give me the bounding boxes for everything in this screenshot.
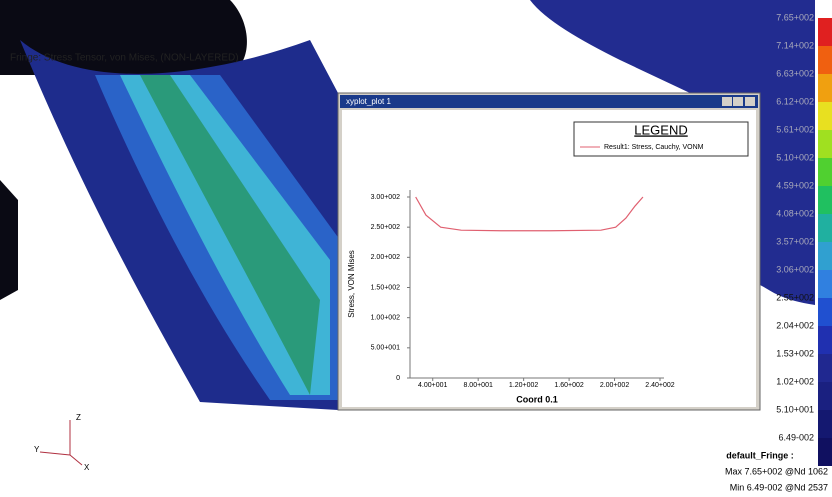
triad-label: X bbox=[84, 463, 90, 472]
fringe-label: 1.53+002 bbox=[776, 348, 814, 358]
fringe-label: 2.04+002 bbox=[776, 320, 814, 330]
screen: Z Y X Fringe: Stress Tensor, von Mises, … bbox=[0, 0, 832, 497]
x-tick-label: 4.00+001 bbox=[418, 382, 447, 389]
fringe-info: Max 7.65+002 @Nd 1062 bbox=[725, 466, 828, 476]
fringe-label: 1.02+002 bbox=[776, 376, 814, 386]
y-tick-label: 0 bbox=[396, 375, 400, 382]
minimize-button[interactable] bbox=[722, 97, 732, 106]
color-swatch bbox=[818, 410, 832, 438]
y-tick-label: 1.50+002 bbox=[371, 284, 400, 291]
title-bar bbox=[340, 95, 758, 108]
color-swatch bbox=[818, 242, 832, 270]
fringe-label: 5.10+002 bbox=[776, 152, 814, 162]
viewport-title: Fringe: Stress Tensor, von Mises, (NON-L… bbox=[10, 53, 239, 64]
color-swatch bbox=[818, 382, 832, 410]
fringe-label: 7.14+002 bbox=[776, 40, 814, 50]
y-axis-label: Stress, VON Mises bbox=[347, 250, 356, 318]
window-title: xyplot_plot 1 bbox=[346, 97, 391, 106]
fringe-label: 5.10+001 bbox=[776, 404, 814, 414]
fringe-label: 7.65+002 bbox=[776, 12, 814, 22]
x-tick-label: 2.00+002 bbox=[600, 382, 629, 389]
color-swatch bbox=[818, 214, 832, 242]
fringe-label: 5.61+002 bbox=[776, 124, 814, 134]
fringe-label: 4.08+002 bbox=[776, 208, 814, 218]
color-swatch bbox=[818, 186, 832, 214]
y-tick-label: 2.00+002 bbox=[371, 254, 400, 261]
color-swatch bbox=[818, 354, 832, 382]
color-swatch bbox=[818, 74, 832, 102]
fringe-label: 6.49-002 bbox=[778, 432, 814, 442]
y-tick-label: 3.00+002 bbox=[371, 194, 400, 201]
fringe-info: Min 6.49-002 @Nd 2537 bbox=[730, 482, 828, 492]
maximize-button[interactable] bbox=[733, 97, 743, 106]
triad-label: Y bbox=[34, 445, 40, 454]
x-tick-label: 2.40+002 bbox=[645, 382, 674, 389]
y-tick-label: 5.00+001 bbox=[371, 345, 400, 352]
color-swatch bbox=[818, 158, 832, 186]
color-swatch bbox=[818, 46, 832, 74]
x-axis-label: Coord 0.1 bbox=[516, 394, 558, 404]
color-bar bbox=[818, 18, 832, 466]
fringe-label: 2.55+002 bbox=[776, 292, 814, 302]
close-button[interactable] bbox=[745, 97, 755, 106]
y-tick-label: 1.00+002 bbox=[371, 315, 400, 322]
y-tick-label: 2.50+002 bbox=[371, 224, 400, 231]
color-swatch bbox=[818, 18, 832, 46]
fringe-label: 6.12+002 bbox=[776, 96, 814, 106]
triad-label: Z bbox=[76, 413, 81, 422]
x-tick-label: 1.20+002 bbox=[509, 382, 538, 389]
fringe-label: 3.06+002 bbox=[776, 264, 814, 274]
legend-title: LEGEND bbox=[634, 122, 687, 137]
color-swatch bbox=[818, 438, 832, 466]
fringe-label: 4.59+002 bbox=[776, 180, 814, 190]
color-swatch bbox=[818, 326, 832, 354]
fringe-label: 6.63+002 bbox=[776, 68, 814, 78]
color-swatch bbox=[818, 298, 832, 326]
color-swatch bbox=[818, 270, 832, 298]
fringe-label: 3.57+002 bbox=[776, 236, 814, 246]
x-tick-label: 8.00+001 bbox=[463, 382, 492, 389]
viewport: Z Y X Fringe: Stress Tensor, von Mises, … bbox=[0, 0, 832, 497]
color-swatch bbox=[818, 102, 832, 130]
legend-entry: Result1: Stress, Cauchy, VONM bbox=[604, 144, 704, 151]
plot-window: xyplot_plot 1 LEGEND Result1: Stress, Ca… bbox=[338, 93, 760, 410]
fringe-info: default_Fringe : bbox=[726, 450, 794, 460]
dark-region bbox=[0, 180, 18, 300]
x-tick-label: 1.60+002 bbox=[554, 382, 583, 389]
color-swatch bbox=[818, 130, 832, 158]
